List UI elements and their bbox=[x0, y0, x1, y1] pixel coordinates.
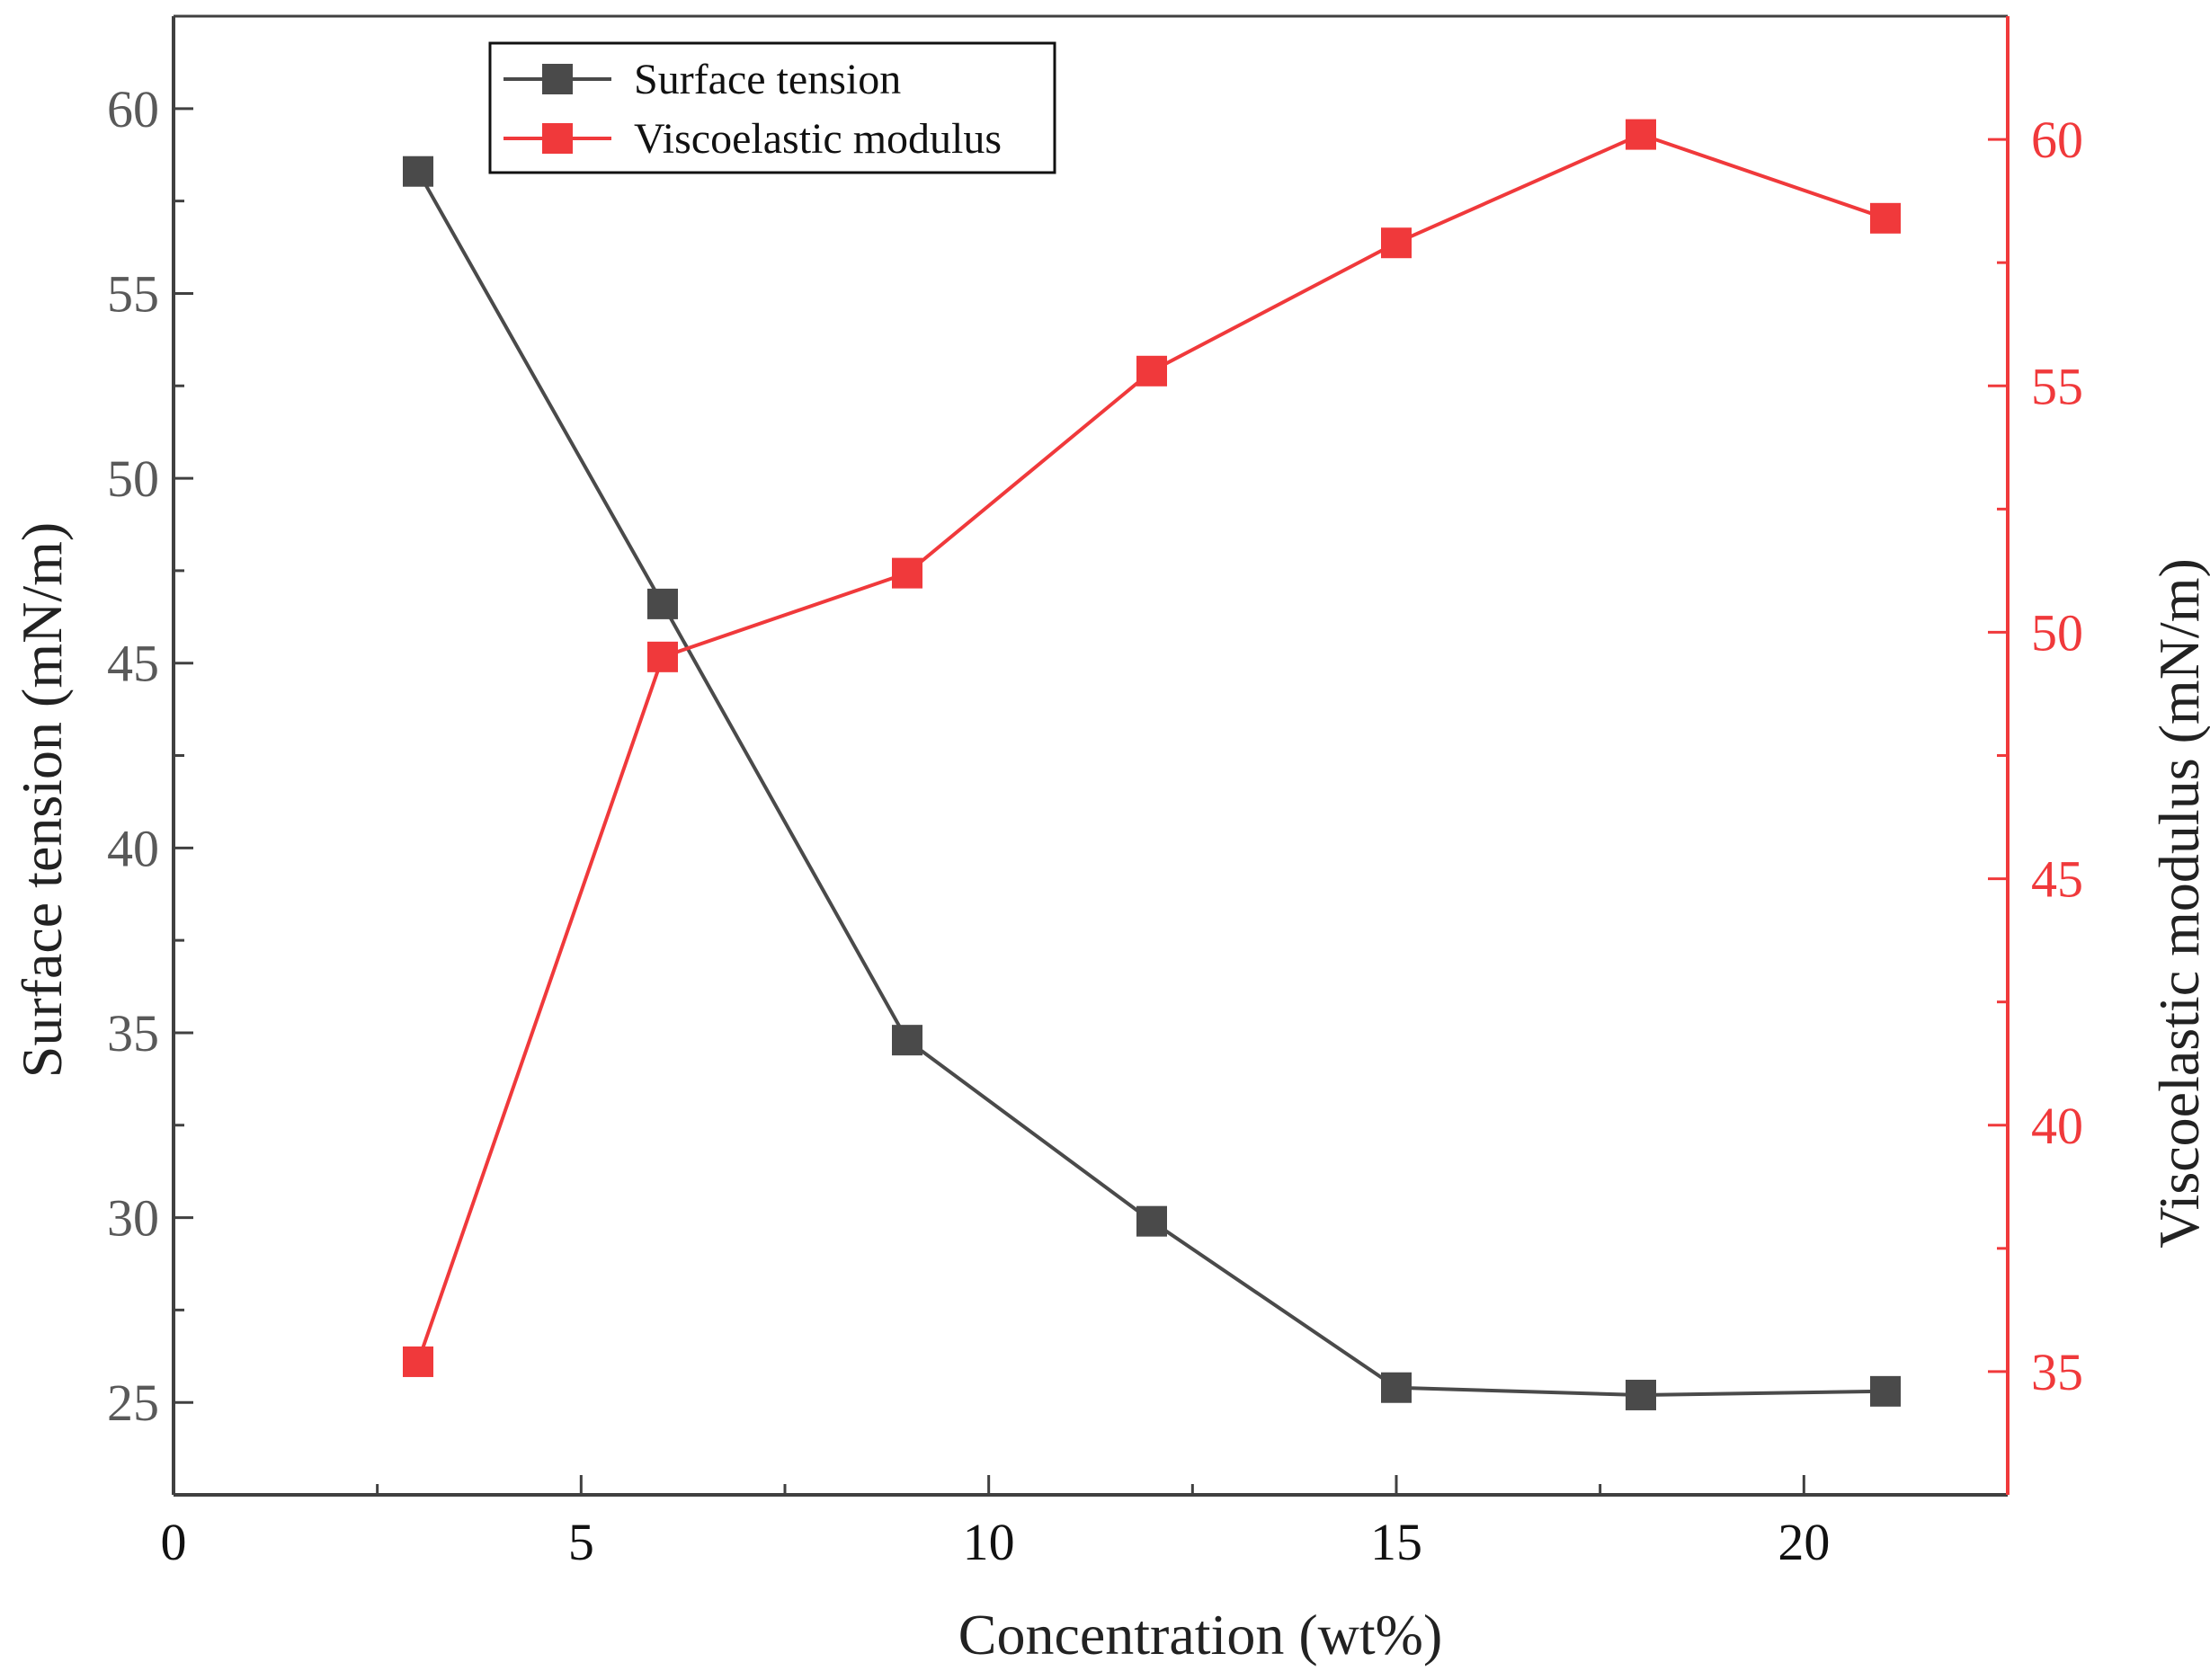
y-left-tick-label: 55 bbox=[107, 264, 159, 323]
series-point-surface-tension bbox=[1381, 1372, 1412, 1403]
y-right-tick-label: 50 bbox=[2031, 603, 2083, 662]
y-left-tick-label: 25 bbox=[107, 1373, 159, 1432]
x-tick-label: 10 bbox=[963, 1513, 1015, 1571]
y-right-tick-label: 40 bbox=[2031, 1097, 2083, 1155]
legend: Surface tension Viscoelastic modulus bbox=[488, 41, 1056, 174]
x-axis-title: Concentration (wt%) bbox=[958, 1603, 1443, 1667]
y-right-tick-label: 55 bbox=[2031, 357, 2083, 415]
series-point-viscoelastic-modulus bbox=[1381, 227, 1412, 259]
x-axis: 0 5 10 15 20 bbox=[161, 1475, 1830, 1571]
series-point-viscoelastic-modulus bbox=[1626, 119, 1656, 150]
series-point-surface-tension bbox=[1626, 1379, 1656, 1410]
legend-label-viscoelastic-modulus: Viscoelastic modulus bbox=[634, 115, 1002, 163]
series-point-surface-tension bbox=[892, 1025, 922, 1056]
x-tick-label: 20 bbox=[1778, 1513, 1830, 1571]
series-point-viscoelastic-modulus bbox=[892, 557, 922, 589]
legend-marker-surface-tension bbox=[542, 64, 573, 94]
series-point-viscoelastic-modulus bbox=[1136, 355, 1167, 387]
x-tick-label: 0 bbox=[161, 1513, 187, 1571]
y-axis-right: 35 40 45 50 55 60 bbox=[1988, 111, 2083, 1401]
y-left-tick-label: 50 bbox=[107, 449, 159, 508]
y-right-tick-label: 35 bbox=[2031, 1343, 2083, 1401]
legend-label-surface-tension: Surface tension bbox=[634, 56, 901, 103]
y-axis-left: 25 30 35 40 45 50 55 60 bbox=[107, 80, 193, 1432]
y-left-tick-label: 30 bbox=[107, 1189, 159, 1248]
series-point-surface-tension bbox=[1870, 1375, 1901, 1407]
series-layer bbox=[403, 119, 1901, 1410]
series-line-viscoelastic-modulus bbox=[416, 132, 1886, 1363]
series-point-viscoelastic-modulus bbox=[403, 1346, 433, 1377]
series-point-surface-tension bbox=[647, 588, 678, 619]
series-point-viscoelastic-modulus bbox=[647, 641, 678, 672]
y-left-tick-label: 60 bbox=[107, 80, 159, 138]
series-point-viscoelastic-modulus bbox=[1870, 202, 1901, 234]
y-left-tick-label: 45 bbox=[107, 635, 159, 693]
legend-marker-viscoelastic-modulus bbox=[542, 123, 573, 154]
y-right-tick-label: 60 bbox=[2031, 111, 2083, 169]
series-point-surface-tension bbox=[403, 156, 433, 187]
y-axis-right-title: Viscoelastic modulus (mN/m) bbox=[2147, 558, 2210, 1249]
y-left-tick-label: 40 bbox=[107, 819, 159, 877]
series-point-surface-tension bbox=[1136, 1205, 1167, 1237]
x-tick-label: 5 bbox=[568, 1513, 594, 1571]
y-right-tick-label: 45 bbox=[2031, 850, 2083, 909]
legend-box bbox=[488, 41, 1056, 174]
y-axis-left-title: Surface tension (mN/m) bbox=[10, 522, 74, 1079]
y-left-tick-label: 35 bbox=[107, 1004, 159, 1062]
x-tick-label: 15 bbox=[1370, 1513, 1422, 1571]
